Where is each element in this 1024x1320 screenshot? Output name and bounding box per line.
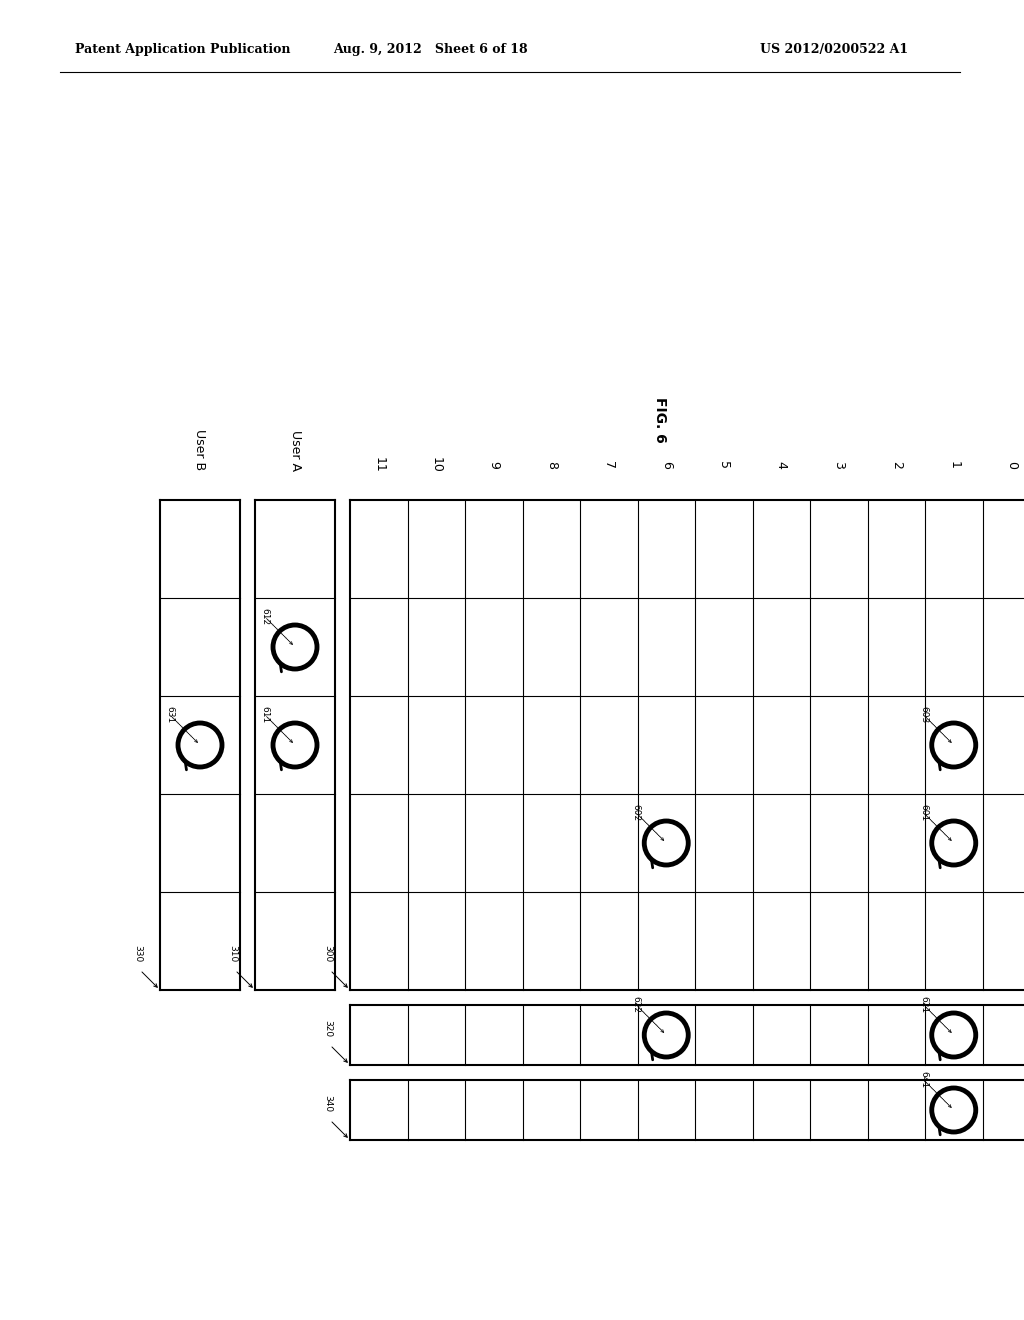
- Text: 300: 300: [324, 945, 333, 962]
- Text: 601: 601: [920, 804, 928, 821]
- Text: 340: 340: [324, 1094, 333, 1111]
- Text: Patent Application Publication: Patent Application Publication: [75, 44, 291, 57]
- Text: 5: 5: [717, 461, 730, 469]
- Text: 621: 621: [920, 997, 928, 1014]
- Text: 310: 310: [228, 945, 238, 962]
- Text: 7: 7: [602, 461, 615, 469]
- Text: 602: 602: [632, 804, 641, 821]
- Text: User A: User A: [289, 429, 301, 470]
- Text: 6: 6: [659, 461, 673, 469]
- Text: 3: 3: [833, 461, 845, 469]
- Text: FIG. 6: FIG. 6: [653, 397, 668, 444]
- Text: 0: 0: [1005, 461, 1018, 469]
- Text: 9: 9: [487, 461, 501, 469]
- Text: 2: 2: [890, 461, 903, 469]
- Text: US 2012/0200522 A1: US 2012/0200522 A1: [760, 44, 908, 57]
- Text: 622: 622: [632, 997, 641, 1014]
- Text: 10: 10: [430, 457, 442, 473]
- Text: 330: 330: [133, 945, 142, 962]
- Text: Aug. 9, 2012   Sheet 6 of 18: Aug. 9, 2012 Sheet 6 of 18: [333, 44, 527, 57]
- Text: 603: 603: [920, 706, 928, 723]
- Text: 1: 1: [947, 461, 961, 469]
- Text: 320: 320: [324, 1020, 333, 1038]
- Text: 612: 612: [260, 609, 269, 626]
- Text: 611: 611: [260, 706, 269, 723]
- Text: 4: 4: [775, 461, 787, 469]
- Text: 8: 8: [545, 461, 558, 469]
- Text: 11: 11: [373, 457, 385, 473]
- Text: 631: 631: [166, 706, 174, 723]
- Text: User B: User B: [194, 429, 207, 470]
- Text: 641: 641: [920, 1072, 928, 1089]
